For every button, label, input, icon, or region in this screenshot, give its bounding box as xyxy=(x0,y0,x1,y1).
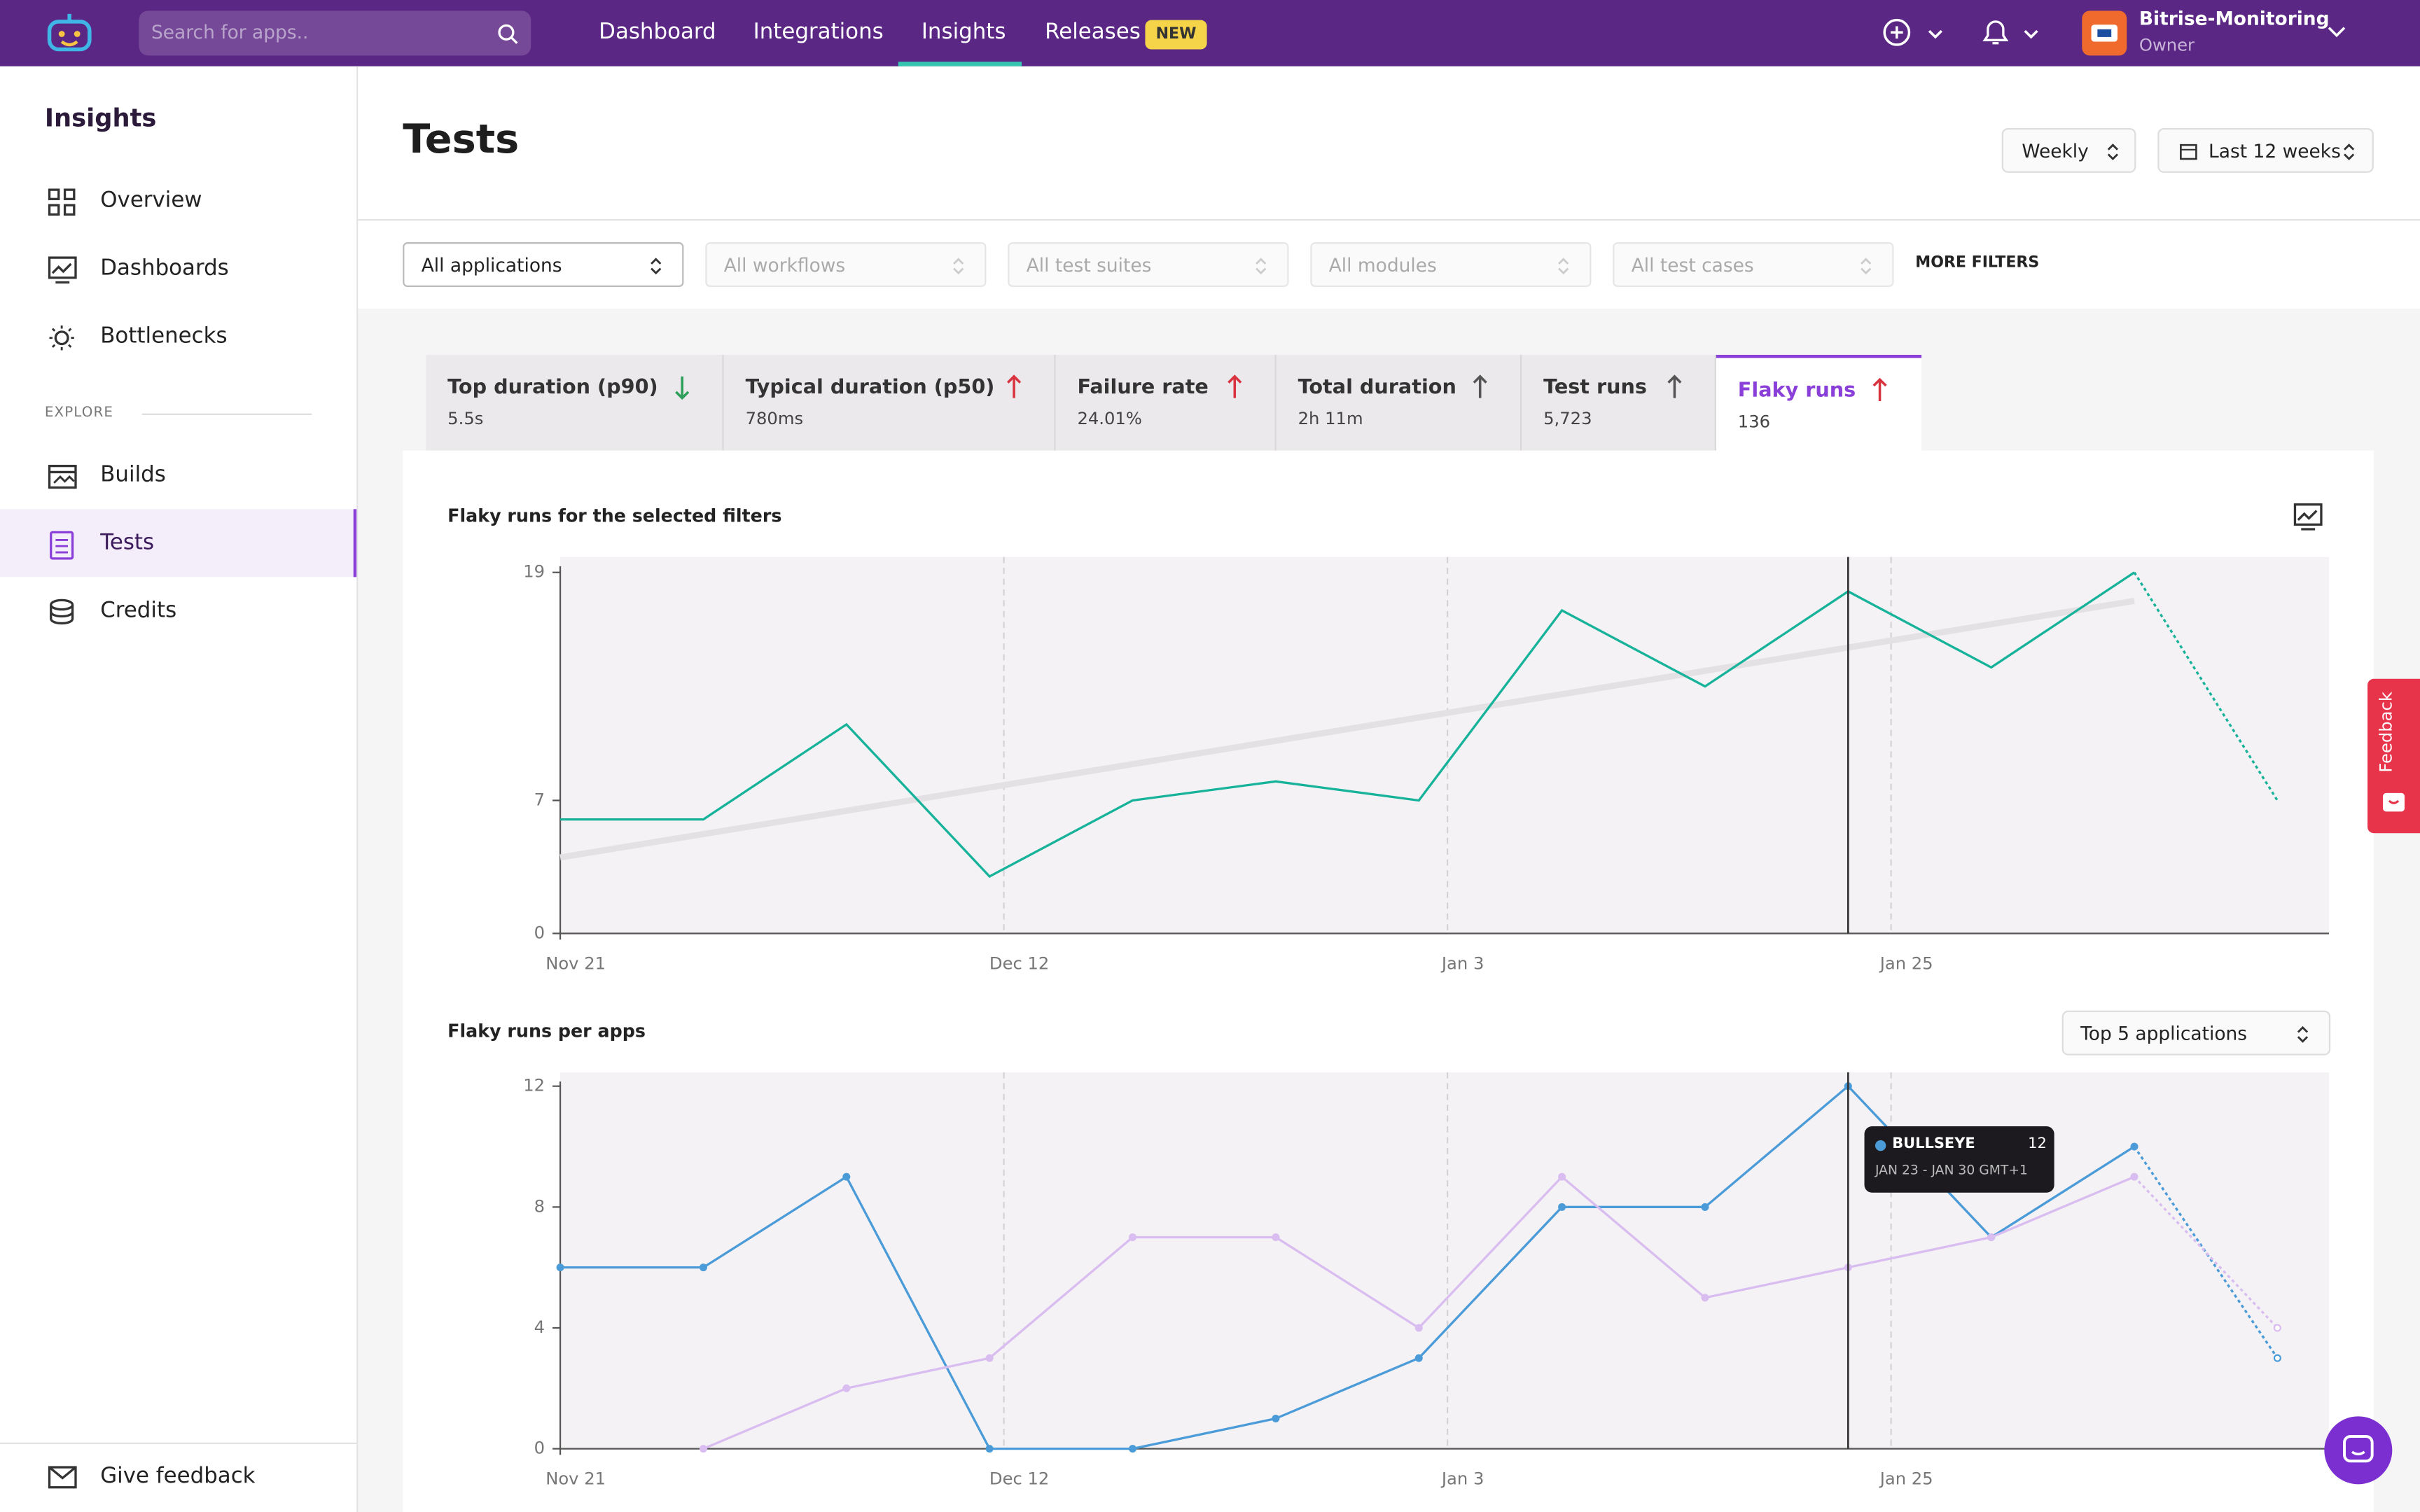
y-tick-label: 0 xyxy=(534,922,545,942)
chart-title: Flaky runs per apps xyxy=(447,1021,646,1042)
tooltip: BULLSEYE 12JAN 23 - JAN 30 GMT+1 xyxy=(1865,1126,2054,1193)
tooltip-series: BULLSEYE xyxy=(1892,1135,1975,1152)
y-tick-label: 12 xyxy=(523,1075,545,1096)
data-point xyxy=(1129,1446,1136,1452)
tooltip-dot xyxy=(1875,1140,1886,1151)
chat-button[interactable] xyxy=(2324,1416,2392,1484)
data-point xyxy=(1416,1325,1422,1331)
y-tick-label: 19 xyxy=(523,561,545,582)
data-point xyxy=(1416,1355,1422,1362)
data-point xyxy=(2274,1355,2281,1362)
y-tick-label: 7 xyxy=(534,789,545,809)
x-tick-label: Jan 3 xyxy=(1440,1469,1484,1489)
feedback-tab[interactable]: Feedback xyxy=(2367,679,2420,833)
x-tick-label: Dec 12 xyxy=(989,1469,1049,1489)
tooltip-date: JAN 23 - JAN 30 GMT+1 xyxy=(1875,1163,2028,1179)
data-point xyxy=(843,1174,849,1180)
data-point xyxy=(2132,1174,2138,1180)
icon xyxy=(2343,1435,2374,1466)
x-tick-label: Dec 12 xyxy=(989,953,1049,974)
data-point xyxy=(1702,1294,1709,1301)
chart-title: Flaky runs for the selected filters xyxy=(447,505,781,526)
data-point xyxy=(2132,1144,2138,1150)
data-point xyxy=(1559,1174,1565,1180)
apps-select-text: Top 5 applications xyxy=(2080,1023,2247,1044)
feedback-text: Feedback xyxy=(2377,692,2397,772)
data-point xyxy=(2274,1325,2281,1331)
y-tick-label: 4 xyxy=(534,1317,545,1337)
x-tick-label: Nov 21 xyxy=(545,953,606,974)
data-point xyxy=(1988,1234,1994,1240)
plot-background xyxy=(560,1072,2329,1449)
data-point xyxy=(1129,1234,1136,1240)
chart-type-button[interactable] xyxy=(2293,503,2324,531)
data-point xyxy=(1702,1204,1709,1210)
y-tick-label: 8 xyxy=(534,1196,545,1216)
x-tick-label: Jan 3 xyxy=(1440,953,1484,974)
data-point xyxy=(987,1355,993,1362)
data-point xyxy=(987,1446,993,1452)
data-point xyxy=(557,1264,564,1270)
icon xyxy=(2295,1025,2310,1045)
y-tick-label: 0 xyxy=(534,1438,545,1458)
data-point xyxy=(1272,1234,1279,1240)
tooltip-value: 12 xyxy=(2028,1135,2047,1152)
data-point xyxy=(843,1385,849,1392)
icon xyxy=(2383,793,2405,811)
x-tick-label: Jan 25 xyxy=(1879,1469,1933,1489)
x-tick-label: Jan 25 xyxy=(1879,953,1933,974)
apps-select[interactable]: Top 5 applications xyxy=(2062,1011,2331,1056)
data-point xyxy=(700,1264,707,1270)
data-point xyxy=(700,1446,707,1452)
data-point xyxy=(1272,1415,1279,1422)
x-tick-label: Nov 21 xyxy=(545,1469,606,1489)
data-point xyxy=(1559,1204,1565,1210)
